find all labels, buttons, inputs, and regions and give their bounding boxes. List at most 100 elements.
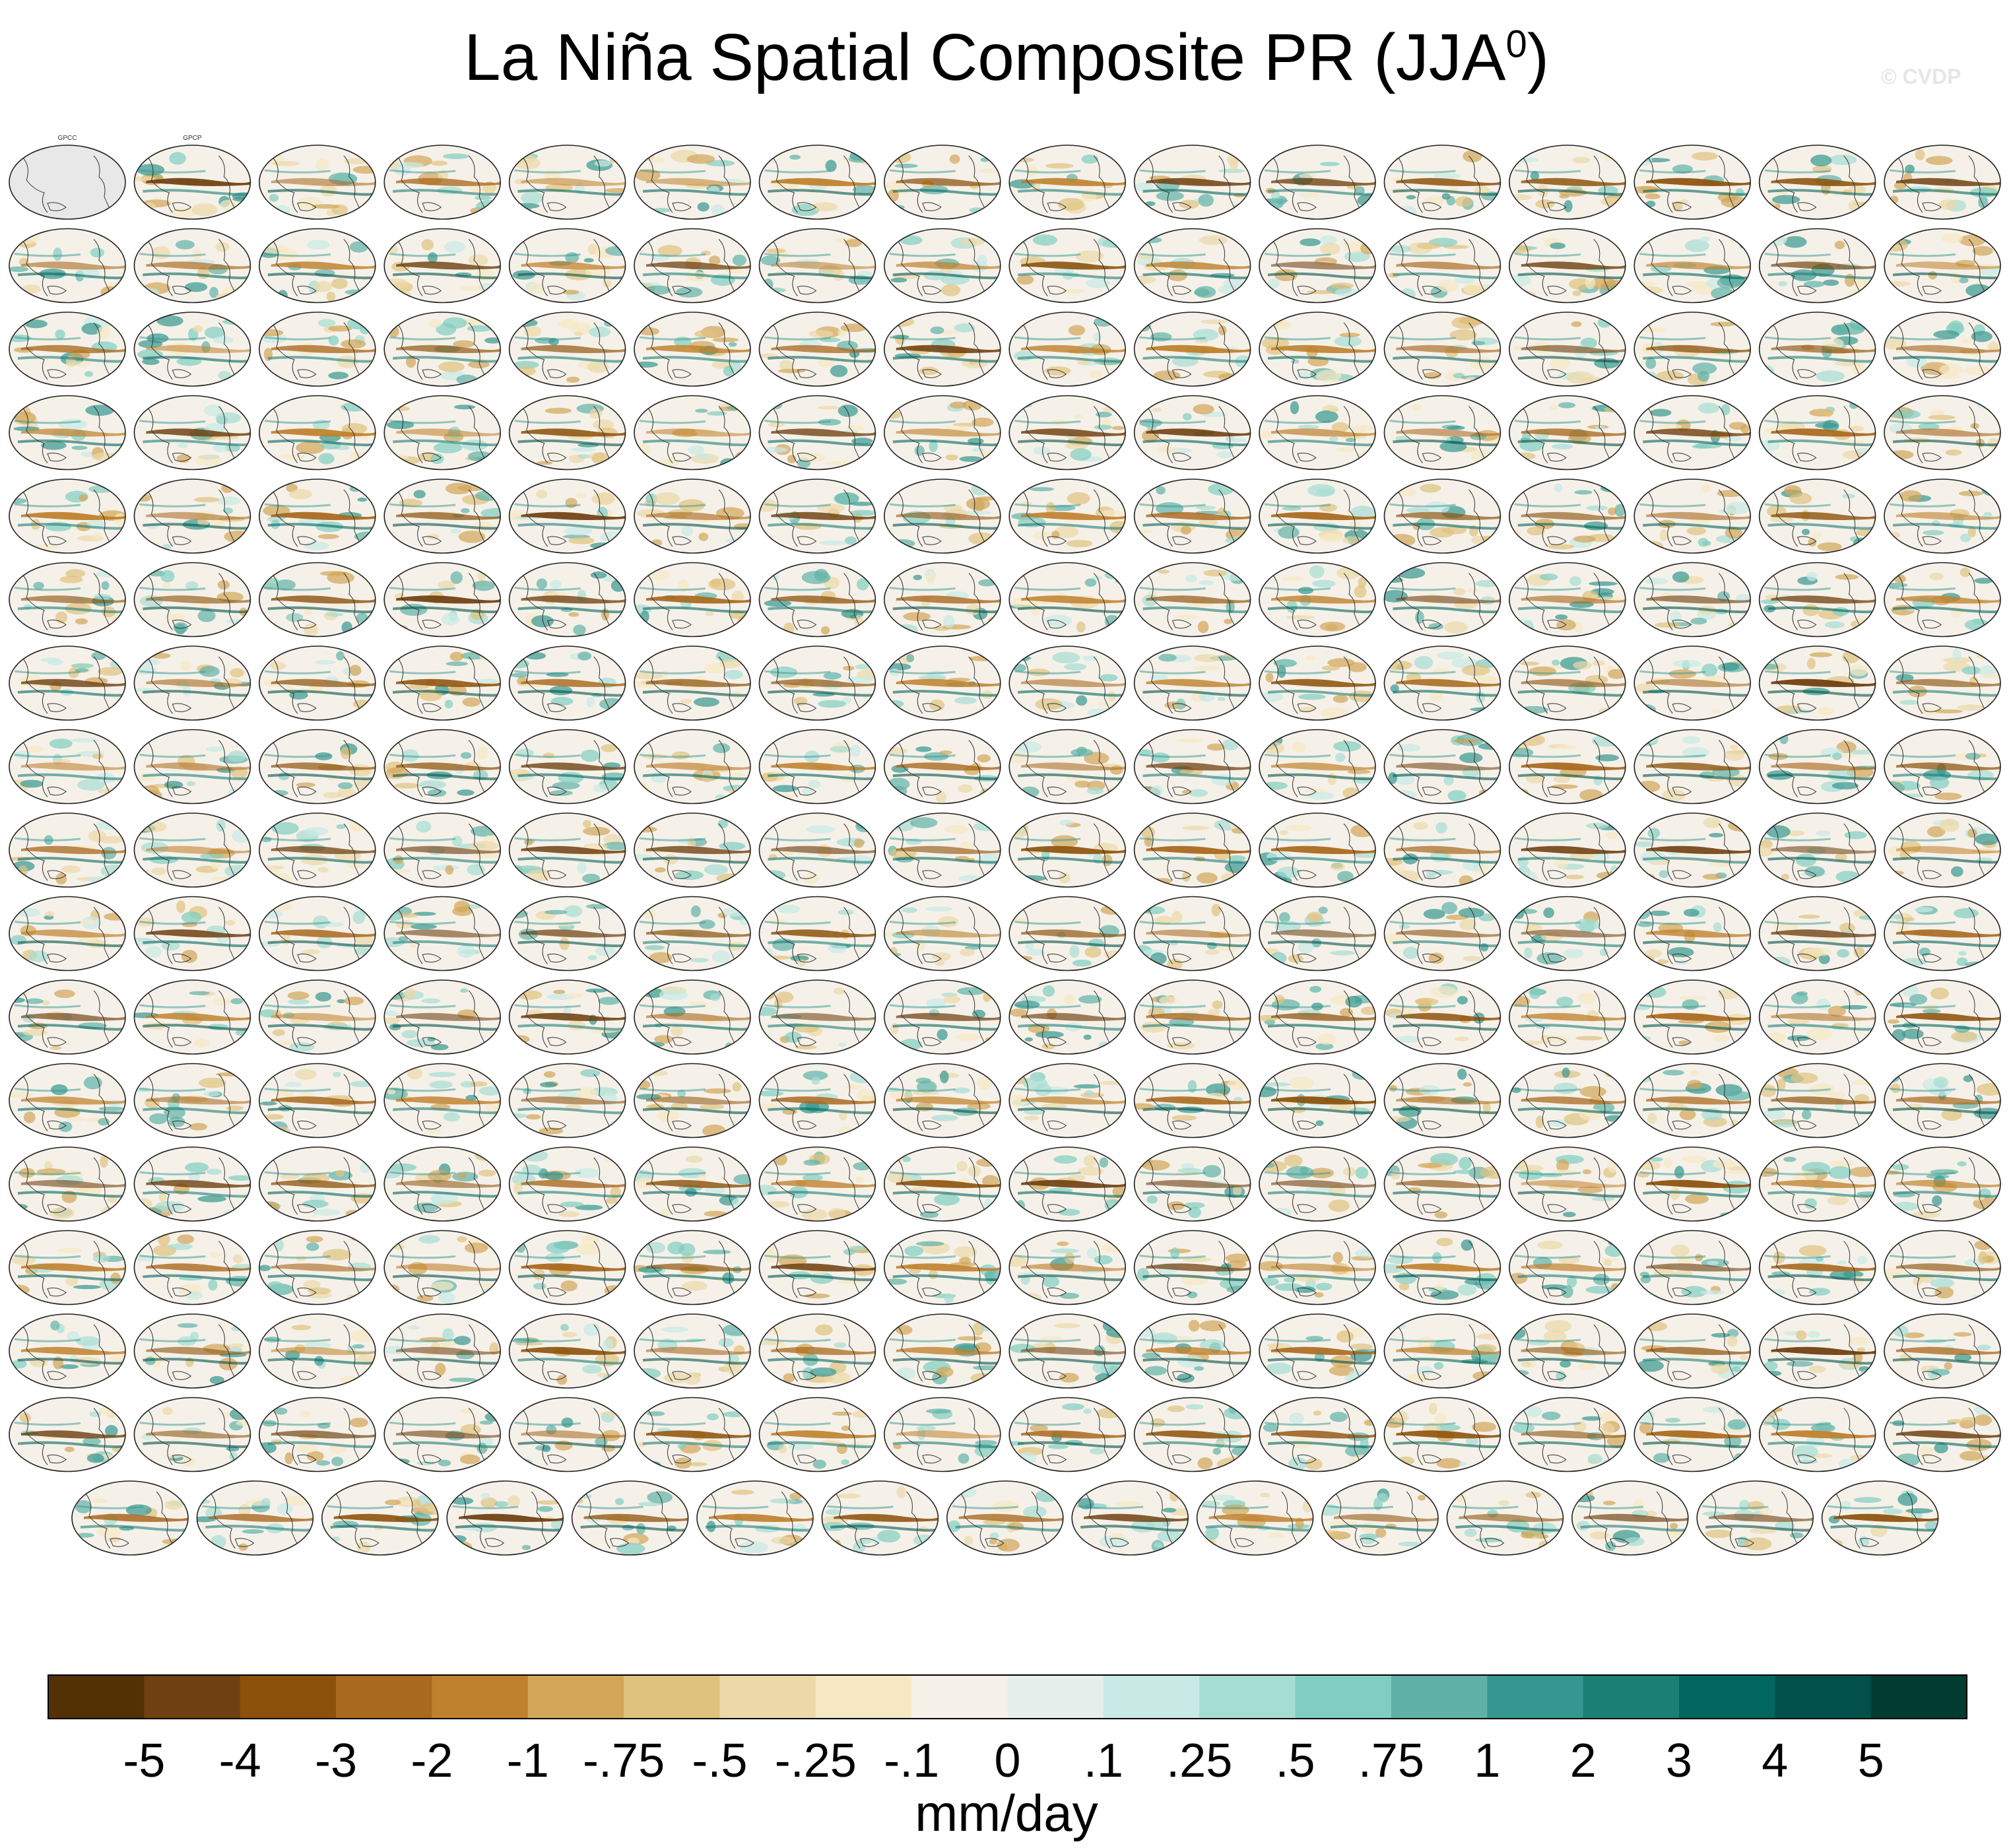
map-panel [634, 1230, 751, 1305]
map-panel [133, 812, 251, 888]
map-panel [9, 979, 126, 1055]
map-panel [1259, 1397, 1376, 1472]
map-panel [258, 562, 376, 638]
map-panel [9, 1313, 126, 1389]
map-panel [1008, 145, 1126, 220]
map-panel [1446, 1480, 1564, 1556]
colorbar-swatch [1870, 1675, 1967, 1719]
map-panel [1758, 645, 1876, 721]
map-panel [634, 1313, 751, 1389]
map-panel [1383, 1230, 1502, 1305]
map-panel [383, 729, 502, 805]
map-panel [508, 478, 626, 554]
colorbar-swatch [432, 1675, 529, 1719]
map-panel [133, 312, 251, 387]
colorbar-swatch [1775, 1675, 1872, 1719]
map-panel [1259, 645, 1376, 721]
map-panel [508, 1313, 626, 1389]
map-panel [1383, 812, 1502, 888]
map-panel [1758, 478, 1876, 554]
map-panel [884, 395, 1001, 471]
map-panel [1509, 562, 1626, 638]
map-panel [1634, 1146, 1751, 1222]
map-panel [1259, 896, 1376, 972]
map-panel [1133, 1063, 1251, 1138]
map-panel [884, 1313, 1001, 1389]
map-panel [1259, 478, 1376, 554]
map-panel [1884, 979, 2001, 1055]
map-panel [1008, 1313, 1126, 1389]
map-panel [884, 729, 1001, 805]
map-panel [383, 562, 502, 638]
map-panel [1634, 145, 1751, 220]
map-panel [1884, 1146, 2001, 1222]
map-panel [1383, 729, 1502, 805]
map-panel [1509, 1313, 1626, 1389]
colorbar-tick-label: -.25 [775, 1734, 857, 1787]
map-panel [884, 1397, 1001, 1472]
colorbar-outline [48, 1674, 1967, 1719]
map-panel [884, 1230, 1001, 1305]
map-panel [383, 1063, 502, 1138]
colorbar-swatch [336, 1675, 432, 1719]
map-panel [508, 812, 626, 888]
map-panel [133, 1063, 251, 1138]
colorbar-swatch [1007, 1675, 1104, 1719]
map-panel [1634, 228, 1751, 304]
map-panel [1008, 1230, 1126, 1305]
map-panel [1509, 896, 1626, 972]
map-panel [258, 1063, 376, 1138]
map-panel [1884, 1063, 2001, 1138]
map-panel [383, 1397, 502, 1472]
map-panel [946, 1480, 1064, 1556]
map-panel [1634, 645, 1751, 721]
map-panel [1259, 228, 1376, 304]
map-panel [1321, 1480, 1439, 1556]
map-panel [634, 729, 751, 805]
map-panel [508, 979, 626, 1055]
map-panel [1259, 562, 1376, 638]
colorbar-swatch [527, 1675, 624, 1719]
map-panel [258, 812, 376, 888]
map-panel [1758, 896, 1876, 972]
map-panel [1383, 228, 1502, 304]
map-panel [1634, 478, 1751, 554]
map-panel [1259, 979, 1376, 1055]
map-panel [9, 1397, 126, 1472]
map-panel [884, 645, 1001, 721]
map-panel [196, 1480, 314, 1556]
colorbar-tick-label: -.75 [583, 1734, 665, 1787]
map-panel [1133, 896, 1251, 972]
map-panel [71, 1480, 189, 1556]
map-panel [133, 1313, 251, 1389]
colorbar-swatch [48, 1675, 145, 1719]
map-panel [1509, 312, 1626, 387]
map-panel [258, 1146, 376, 1222]
map-panel [884, 812, 1001, 888]
map-panel-grid: GPCC GPCP [9, 135, 2001, 1556]
map-panel [1509, 1397, 1626, 1472]
map-panel [1383, 979, 1502, 1055]
map-panel [9, 395, 126, 471]
map-panel [1758, 228, 1876, 304]
colorbar-unit-label: mm/day [915, 1784, 1098, 1842]
map-panel [1634, 896, 1751, 972]
map-panel [1008, 729, 1126, 805]
colorbar-swatch [911, 1675, 1008, 1719]
map-panel [758, 1230, 876, 1305]
map-panel [383, 312, 502, 387]
map-panel [508, 729, 626, 805]
map-panel [758, 896, 876, 972]
map-panel [1133, 729, 1251, 805]
colorbar-swatch [1391, 1675, 1488, 1719]
map-panel [1634, 562, 1751, 638]
map-panel [1259, 1063, 1376, 1138]
map-panel [133, 1397, 251, 1472]
colorbar-tick-label: -4 [219, 1734, 261, 1787]
map-panel [1758, 312, 1876, 387]
map-panel [1758, 729, 1876, 805]
colorbar-swatch [1199, 1675, 1296, 1719]
map-panel [1383, 1313, 1502, 1389]
map-panel [884, 1063, 1001, 1138]
map-panel [9, 228, 126, 304]
